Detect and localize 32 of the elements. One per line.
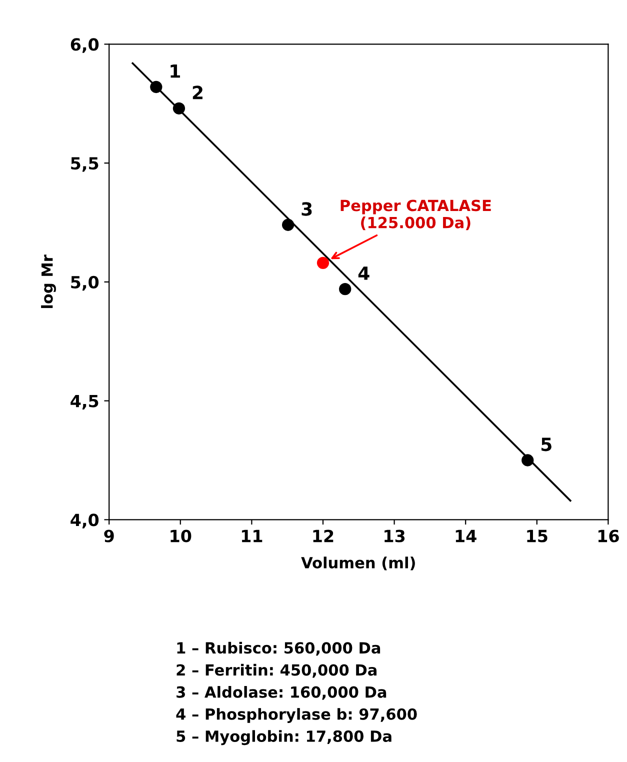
text: 1 – Rubisco: 560,000 Da	[177, 642, 380, 656]
text: 2 – Ferritin: 450,000 Da	[176, 664, 376, 678]
point	[316, 256, 330, 269]
x-axis-title: Volumen (ml)	[301, 556, 415, 570]
annotation: 2	[192, 86, 202, 100]
text: 5 – Myoglobin: 17,800 Da	[176, 730, 392, 746]
x-tick-label: 11	[242, 530, 262, 542]
y-tick-label: 4,0	[70, 514, 99, 528]
annotation: 5	[542, 438, 552, 452]
y-tick-label: 6,0	[70, 38, 99, 53]
x-tick-label: 13	[384, 530, 405, 542]
x-tick-label: 15	[527, 530, 548, 542]
x-tick-label: 12	[313, 530, 334, 542]
point	[150, 80, 162, 94]
x-tick-label: 14	[456, 530, 476, 542]
annotation: 1	[170, 64, 180, 78]
text: 4 – Phosphorylase b: 97,600	[176, 708, 417, 723]
annotation: Pepper CATALASE (125.000 Da)	[340, 200, 491, 230]
y-axis-title: log Mr	[41, 254, 56, 308]
point	[522, 454, 534, 466]
y-tick-label: 5,0	[71, 276, 99, 291]
point	[172, 102, 186, 114]
point	[339, 283, 352, 296]
y-tick-label: 4,5	[70, 394, 98, 410]
annotation: 3	[302, 202, 312, 216]
point	[282, 218, 294, 231]
x-tick-label: 9	[104, 530, 114, 542]
text: 3 – Aldolase: 160,000 Da	[176, 686, 386, 700]
x-tick-label: 16	[598, 530, 619, 542]
annotation: 4	[358, 266, 370, 280]
x-tick-label: 10	[170, 530, 192, 542]
y-tick-label: 5,5	[71, 157, 98, 172]
